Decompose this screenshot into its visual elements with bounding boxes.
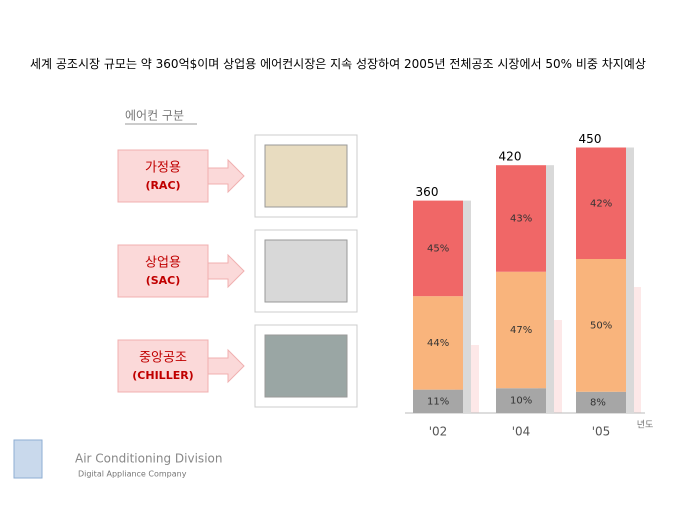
bar-segment [496,388,546,413]
bar-segment [576,259,626,392]
section-title: 에어컨 구분 [125,109,184,123]
segment-code: (CHILLER) [132,369,193,382]
bar-segment [576,147,626,260]
label-box [117,339,209,393]
segment-name: 가정용 [145,161,181,176]
bar-segment [496,271,546,389]
value-label: 43% [510,213,532,224]
arrow [207,158,245,194]
bar-segment [496,165,546,272]
shadow [546,165,554,413]
bar-segment [413,389,463,413]
total-label: 420 [499,150,522,164]
value-label: 42% [590,198,612,209]
segment-code: (RAC) [145,179,180,192]
bar-segment [413,296,463,390]
value-label: 10% [510,396,532,407]
shadow [463,200,471,413]
total-label: 450 [579,132,602,146]
x-tick-label: '04 [512,425,531,439]
value-label: 44% [427,338,449,349]
label-box [117,244,209,298]
bar-segment [413,200,463,297]
product-image [264,334,348,398]
header-text: 세계 공조시장 규모는 약 360억$이며 상업용 에어컨시장은 지속 성장하여… [30,57,646,71]
shadow [626,147,634,413]
product-image [264,239,348,303]
value-label: 8% [590,397,606,408]
label-box [117,149,209,203]
value-label: 11% [427,396,449,407]
x-tick-label: '02 [429,425,448,439]
bar-segment [576,391,626,413]
chart: 11% 44% 45% 360 '02 10% 47% 43% 420 '04 8% 50% 42% 45… [405,132,653,439]
arrow [207,253,245,289]
arrow [207,348,245,384]
value-label: 50% [590,320,612,331]
footer-company: Digital Appliance Company [78,470,187,479]
logo [13,439,43,479]
segment-list: 가정용 (RAC) 상업용 (SAC) 중앙공조 (CHILLER) [117,134,358,408]
value-label: 45% [427,243,449,254]
footer-division: Air Conditioning Division [75,452,222,466]
total-label: 360 [416,185,439,199]
x-tick-label: '05 [592,425,611,439]
segment-code: (SAC) [146,274,181,287]
segment-name: 상업용 [145,256,181,271]
segment-name: 중앙공조 [139,351,187,366]
x-axis-label: 년도 [637,420,654,431]
header-box: 세계 공조시장 규모는 약 360억$이며 상업용 에어컨시장은 지속 성장하여… [30,57,646,71]
product-image [264,144,348,208]
value-label: 47% [510,325,532,336]
